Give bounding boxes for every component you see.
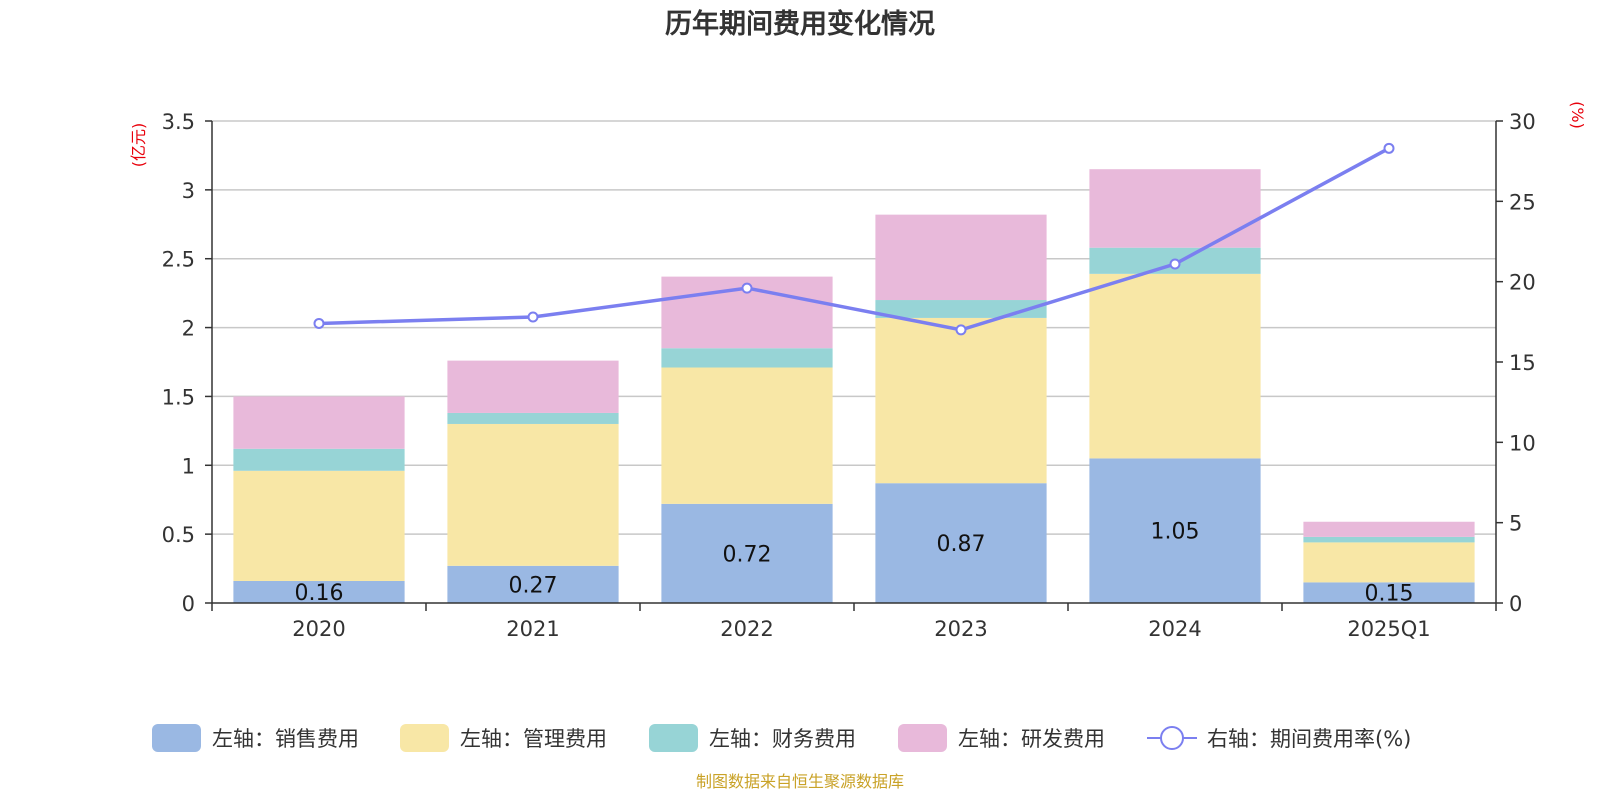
bar-1 [233, 580, 405, 603]
x-axis-tick-label: 2024 [1148, 617, 1201, 641]
right-axis-tick-label: 15 [1509, 351, 1536, 375]
bar-series [233, 169, 1475, 603]
bar-4 [233, 396, 405, 449]
legend-label: 左轴：管理费用 [460, 727, 607, 751]
bar-4 [1303, 521, 1475, 537]
bar-4 [875, 214, 1047, 301]
left-axis-tick-label: 2.5 [162, 248, 195, 272]
x-axis-tick-label: 2022 [720, 617, 773, 641]
bar-4 [447, 360, 619, 413]
bar-data-label: 0.27 [509, 573, 558, 598]
legend-label: 左轴：研发费用 [958, 727, 1105, 751]
bar-1 [661, 503, 833, 603]
left-axis-tick-label: 3.5 [162, 110, 195, 134]
bar-1 [1089, 458, 1261, 603]
rate-line-point [313, 317, 325, 329]
legend-label: 左轴：销售费用 [212, 727, 359, 751]
legend-line-marker [1160, 726, 1184, 750]
bar-4 [1089, 169, 1261, 248]
bar-2 [661, 367, 833, 504]
right-axis-tick-label: 10 [1509, 431, 1536, 455]
legend-label: 右轴：期间费用率(%) [1207, 727, 1411, 751]
x-axis-tick-label: 2020 [292, 617, 345, 641]
bar-3 [661, 348, 833, 368]
bar-2 [233, 470, 405, 581]
bar-data-label: 0.72 [723, 542, 772, 567]
bar-2 [875, 317, 1047, 484]
left-axis-tick-label: 3 [182, 179, 195, 203]
legend-label: 左轴：财务费用 [709, 727, 856, 751]
bar-data-label: 0.16 [295, 581, 344, 606]
rate-line-point [955, 324, 967, 336]
rate-line-point [1169, 258, 1181, 270]
right-axis-tick-label: 25 [1509, 190, 1536, 214]
bar-2 [1303, 542, 1475, 583]
legend: 左轴：销售费用 左轴：管理费用 左轴：财务费用 左轴：研发费用 右轴：期间费用率(%) [152, 724, 1411, 752]
legend-swatch [898, 724, 947, 752]
chart-title: 历年期间费用变化情况 [665, 8, 935, 40]
left-axis-tick-label: 1 [182, 454, 195, 478]
left-axis-tick-label: 0.5 [162, 523, 195, 547]
rate-line-point [527, 311, 539, 323]
x-axis-tick-label: 2025Q1 [1347, 617, 1430, 641]
bar-data-label: 1.05 [1151, 520, 1200, 545]
grid-lines [212, 120, 1496, 535]
right-axis-tick-label: 0 [1509, 592, 1522, 616]
rate-line-point [741, 282, 753, 294]
bar-3 [233, 448, 405, 471]
x-axis-tick-label: 2023 [934, 617, 987, 641]
left-axis-tick-label: 2 [182, 317, 195, 341]
source-note: 制图数据来自恒生聚源数据库 [696, 772, 904, 791]
rate-line-point [1383, 142, 1395, 154]
right-axis-tick-label: 20 [1509, 271, 1536, 295]
legend-swatch [400, 724, 449, 752]
rate-line [313, 142, 1395, 336]
right-axis-tick-label: 5 [1509, 512, 1522, 536]
legend-swatch [649, 724, 698, 752]
bar-2 [1089, 273, 1261, 459]
bar-labels: 0.16 0.27 0.72 0.87 1.05 0.15 [295, 520, 1414, 607]
left-axis-unit: (亿元) [129, 123, 148, 168]
legend-swatch [152, 724, 201, 752]
right-axis-unit: (%) [1568, 101, 1587, 129]
bar-1 [1303, 582, 1475, 603]
bar-data-label: 0.87 [937, 532, 986, 557]
bar-1 [447, 565, 619, 603]
right-axis-tick-label: 30 [1509, 110, 1536, 134]
bar-3 [1303, 536, 1475, 543]
left-axis-tick-label: 0 [182, 592, 195, 616]
bar-1 [875, 483, 1047, 603]
bar-3 [875, 300, 1047, 318]
bar-data-label: 0.15 [1365, 582, 1414, 607]
left-axis-tick-label: 1.5 [162, 385, 195, 409]
bar-2 [447, 423, 619, 566]
bar-3 [447, 412, 619, 424]
rate-line-path [318, 146, 1390, 332]
axes: 0 0.5 1 1.5 2 2.5 3 3.5 0 5 10 15 20 25 30 2020 2021 2022… [162, 110, 1536, 641]
x-axis-tick-label: 2021 [506, 617, 559, 641]
